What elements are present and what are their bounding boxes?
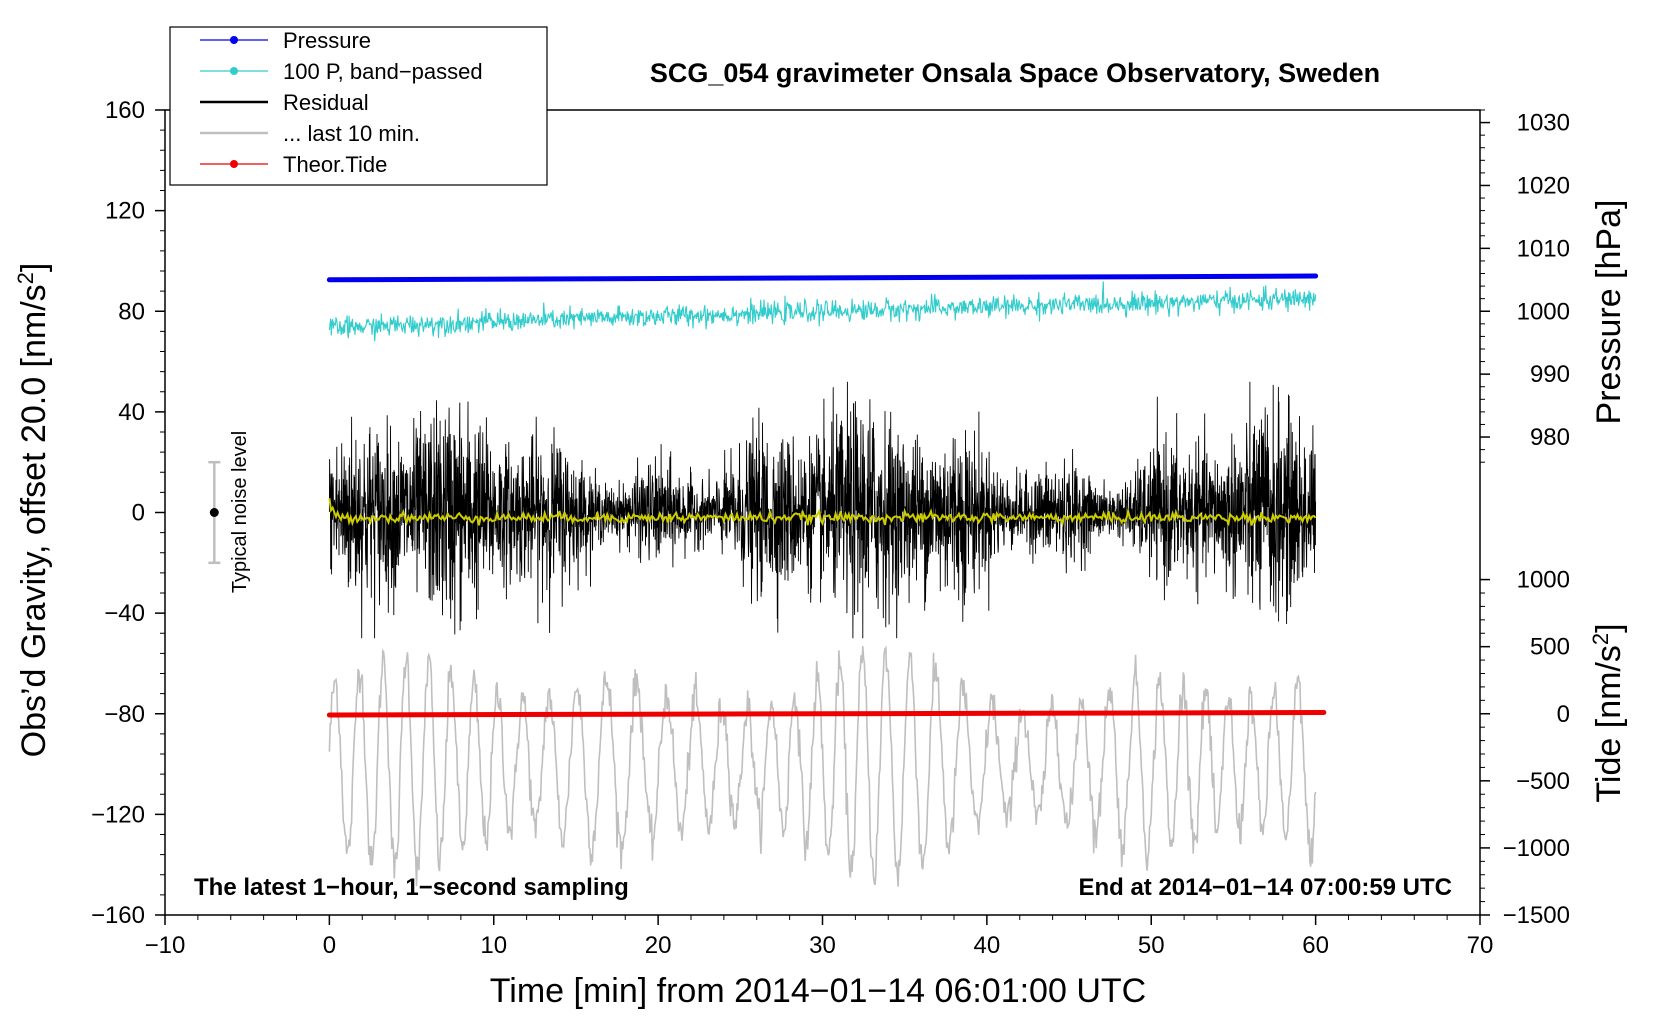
annotation-sampling: The latest 1−hour, 1−second sampling	[194, 874, 629, 901]
pressure-tick-label: 1000	[1517, 298, 1570, 325]
noise-bar-dot	[209, 508, 219, 517]
tide-tick-label: −1500	[1503, 902, 1570, 929]
tide-tick-label: 500	[1530, 634, 1570, 661]
tide-tick-label: 0	[1557, 701, 1570, 728]
series-theor-tide	[326, 709, 1327, 718]
y-left-tick-label: 160	[105, 97, 145, 124]
legend-marker	[230, 67, 238, 75]
y-left-label-main: Obs’d Gravity, offset 20.0 [nm/s	[15, 284, 53, 757]
legend: Pressure 100 P, band−passed Residual ... la…	[169, 26, 548, 186]
x-tick-label: 20	[645, 932, 672, 959]
y-left-tick-label: 80	[118, 298, 145, 325]
x-tick-label: 60	[1302, 932, 1329, 959]
x-tick-label: 0	[323, 932, 336, 959]
chart-title: SCG_054 gravimeter Onsala Space Observat…	[650, 58, 1380, 88]
series-band-passed-pressure	[328, 281, 1317, 342]
y-axis-tide-label: Tide [nm/s2]	[1588, 623, 1628, 802]
y-left-label-sup: 2	[13, 272, 38, 284]
x-tick-label: 50	[1138, 932, 1165, 959]
y-axis-left-label: Obs’d Gravity, offset 20.0 [nm/s2]	[13, 263, 53, 758]
tide-tick-label: 1000	[1517, 567, 1570, 594]
series-pressure	[326, 273, 1319, 283]
noise-level-label: Typical noise level	[229, 431, 251, 593]
series-residual-smoothed	[328, 498, 1317, 527]
tide-label-main: Tide [nm/s	[1590, 645, 1628, 802]
tide-label-end: ]	[1590, 623, 1628, 632]
x-axis-label: Time [min] from 2014−01−14 06:01:00 UTC	[490, 972, 1146, 1010]
legend-label: Theor.Tide	[283, 152, 387, 177]
legend-label: Residual	[283, 90, 369, 115]
y-axis-left: 160 120 80 40 0 −40 −80 −120 −160	[91, 97, 165, 929]
y-left-tick-label: 40	[118, 399, 145, 426]
tide-tick-label: −500	[1516, 768, 1570, 795]
x-tick-label: 10	[480, 932, 507, 959]
y-left-tick-label: −120	[91, 801, 145, 828]
series-layer	[326, 273, 1327, 887]
pressure-tick-label: 1010	[1517, 235, 1570, 262]
x-tick-label: 40	[974, 932, 1001, 959]
x-tick-label: 70	[1467, 932, 1494, 959]
pressure-tick-label: 980	[1530, 424, 1570, 451]
legend-label: ... last 10 min.	[283, 121, 420, 146]
legend-box	[169, 26, 548, 186]
x-tick-label: −10	[145, 932, 186, 959]
x-tick-label: 30	[809, 932, 836, 959]
pressure-tick-label: 1030	[1517, 110, 1570, 137]
series-residual	[328, 381, 1317, 639]
tide-tick-label: −1000	[1503, 835, 1570, 862]
legend-marker	[230, 36, 238, 44]
y-left-tick-label: −80	[104, 701, 145, 728]
legend-label: Pressure	[283, 28, 371, 53]
series-last-10-min	[328, 645, 1317, 887]
y-left-tick-label: −160	[91, 902, 145, 929]
y-left-tick-label: 120	[105, 198, 145, 225]
y-left-tick-label: −40	[104, 600, 145, 627]
x-axis: −10 0 10 20 30 40 50 60 70	[145, 915, 1494, 959]
tide-label-sup: 2	[1588, 633, 1613, 645]
y-left-tick-label: 0	[132, 500, 145, 527]
y-axis-pressure-label: Pressure [hPa]	[1590, 200, 1628, 425]
y-left-label-end: ]	[15, 263, 53, 272]
pressure-tick-label: 1020	[1517, 172, 1570, 199]
noise-level-indicator	[208, 460, 221, 565]
annotation-end-time: End at 2014−01−14 07:00:59 UTC	[1078, 874, 1452, 901]
legend-label: 100 P, band−passed	[283, 59, 483, 84]
legend-marker	[230, 160, 238, 168]
y-axis-right: 1030 1020 1010 1000 990 980 1000 500 0 −500 −1000 −…	[1480, 109, 1570, 929]
pressure-tick-label: 990	[1530, 361, 1570, 388]
